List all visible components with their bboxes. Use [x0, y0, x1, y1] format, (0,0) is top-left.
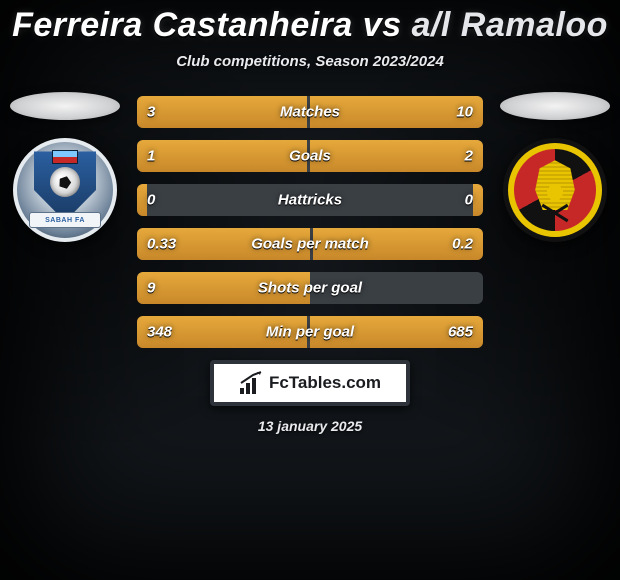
crossed-tools-icon	[538, 205, 572, 221]
content-root: Ferreira Castanheira vs a/l Ramaloo Club…	[0, 0, 620, 580]
left-club-crest: SABAH FA	[13, 138, 117, 242]
stat-label: Min per goal	[266, 324, 354, 341]
stat-bar: 3 Matches 10	[137, 96, 483, 128]
brand-logo-icon	[239, 371, 263, 395]
stat-label: Shots per goal	[258, 280, 362, 297]
mid-row: SABAH FA 3 Matches 10 1 Goals 2 0 Hattricks 0 0.3…	[0, 92, 620, 348]
left-platform-ellipse	[10, 92, 120, 120]
right-side	[495, 92, 615, 242]
stat-value-left: 0	[147, 192, 155, 209]
stat-label: Hattricks	[278, 192, 342, 209]
bar-fill-left	[137, 184, 147, 216]
subtitle: Club competitions, Season 2023/2024	[176, 53, 444, 70]
crest-flag	[52, 150, 78, 164]
player2-name: a/l Ramaloo	[412, 6, 608, 44]
stat-value-right: 10	[456, 104, 473, 121]
stat-bar: 348 Min per goal 685	[137, 316, 483, 348]
stat-label: Goals	[289, 148, 331, 165]
football-icon	[50, 167, 80, 197]
stat-bar: 0 Hattricks 0	[137, 184, 483, 216]
stat-value-right: 0.2	[452, 236, 473, 253]
right-platform-ellipse	[500, 92, 610, 120]
left-side: SABAH FA	[5, 92, 125, 242]
stat-value-right: 685	[448, 324, 473, 341]
vs-text: vs	[363, 6, 402, 44]
stat-value-left: 0.33	[147, 236, 176, 253]
right-club-crest	[503, 138, 607, 242]
stat-value-right: 2	[465, 148, 473, 165]
stat-value-right: 0	[465, 192, 473, 209]
stat-label: Matches	[280, 104, 340, 121]
stat-bar: 9 Shots per goal	[137, 272, 483, 304]
page-title: Ferreira Castanheira vs a/l Ramaloo	[12, 0, 608, 45]
stat-value-left: 9	[147, 280, 155, 297]
brand-box[interactable]: FcTables.com	[210, 360, 410, 406]
date-text: 13 january 2025	[258, 418, 362, 434]
crest-banner: SABAH FA	[29, 212, 101, 228]
stat-bar: 0.33 Goals per match 0.2	[137, 228, 483, 260]
bar-fill-left	[137, 140, 307, 172]
stat-bars: 3 Matches 10 1 Goals 2 0 Hattricks 0 0.33 Goals pe…	[137, 96, 483, 348]
bar-fill-right	[310, 140, 483, 172]
player1-name: Ferreira Castanheira	[12, 6, 353, 44]
stat-value-left: 3	[147, 104, 155, 121]
stat-value-left: 1	[147, 148, 155, 165]
stat-bar: 1 Goals 2	[137, 140, 483, 172]
stat-value-left: 348	[147, 324, 172, 341]
brand-name: FcTables.com	[269, 373, 381, 393]
stat-label: Goals per match	[251, 236, 369, 253]
bar-fill-right	[473, 184, 483, 216]
